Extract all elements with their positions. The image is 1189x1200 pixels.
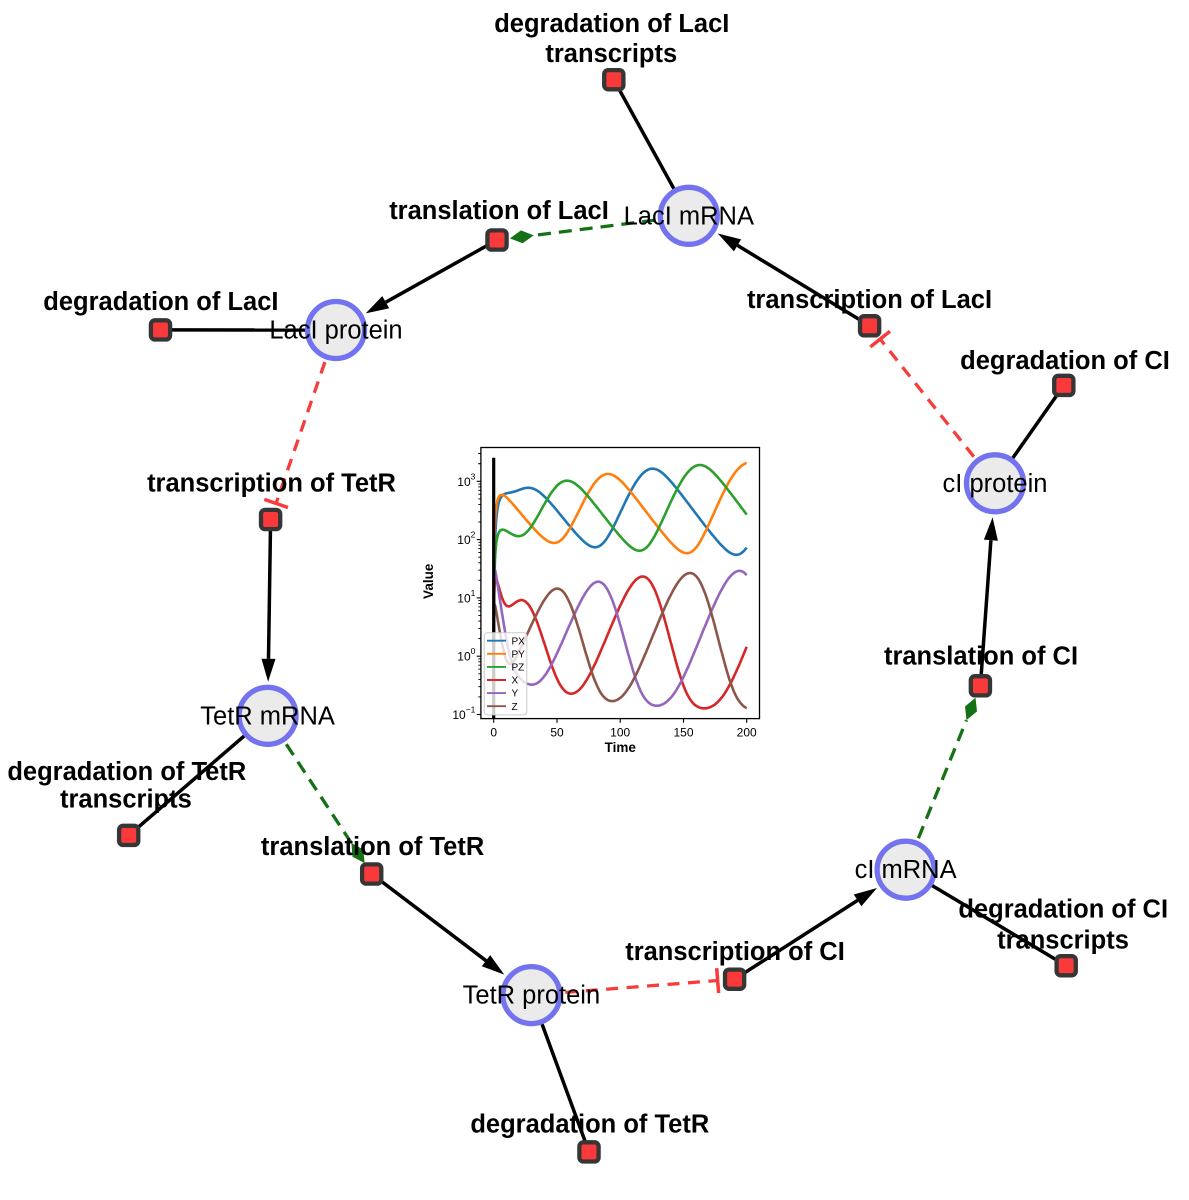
svg-text:Value: Value xyxy=(421,563,436,599)
svg-text:cI mRNA: cI mRNA xyxy=(855,856,957,884)
svg-text:degradation of TetR: degradation of TetR xyxy=(470,1111,709,1139)
svg-text:Z: Z xyxy=(512,702,518,713)
svg-text:TetR protein: TetR protein xyxy=(463,982,601,1010)
svg-text:LacI protein: LacI protein xyxy=(269,317,402,345)
svg-text:150: 150 xyxy=(673,726,693,740)
svg-text:degradation of CI: degradation of CI xyxy=(960,347,1170,375)
svg-text:200: 200 xyxy=(737,726,757,740)
svg-text:X: X xyxy=(512,676,519,687)
svg-text:transcription of TetR: transcription of TetR xyxy=(147,470,396,498)
svg-text:0: 0 xyxy=(490,726,497,740)
svg-text:degradation of LacI: degradation of LacI xyxy=(43,288,278,316)
svg-text:PX: PX xyxy=(512,636,526,647)
svg-text:translation of CI: translation of CI xyxy=(884,643,1078,671)
svg-text:transcripts: transcripts xyxy=(60,785,192,813)
svg-text:100: 100 xyxy=(610,726,630,740)
svg-text:translation of TetR: translation of TetR xyxy=(261,833,484,861)
svg-text:TetR mRNA: TetR mRNA xyxy=(200,702,335,730)
svg-text:cI protein: cI protein xyxy=(943,470,1048,498)
svg-text:50: 50 xyxy=(550,726,564,740)
svg-text:transcription of CI: transcription of CI xyxy=(625,938,845,966)
svg-text:PZ: PZ xyxy=(512,663,525,674)
svg-text:translation of LacI: translation of LacI xyxy=(389,197,609,225)
svg-text:degradation of CI: degradation of CI xyxy=(958,896,1168,924)
svg-text:degradation of LacI: degradation of LacI xyxy=(494,10,729,38)
svg-text:transcription of LacI: transcription of LacI xyxy=(747,286,992,314)
svg-text:PY: PY xyxy=(512,649,526,660)
svg-text:transcripts: transcripts xyxy=(545,40,677,68)
svg-text:degradation of TetR: degradation of TetR xyxy=(7,758,246,786)
svg-text:Y: Y xyxy=(512,689,519,700)
svg-text:LacI mRNA: LacI mRNA xyxy=(624,202,754,230)
svg-text:transcripts: transcripts xyxy=(997,927,1129,955)
svg-text:Time: Time xyxy=(605,740,637,755)
